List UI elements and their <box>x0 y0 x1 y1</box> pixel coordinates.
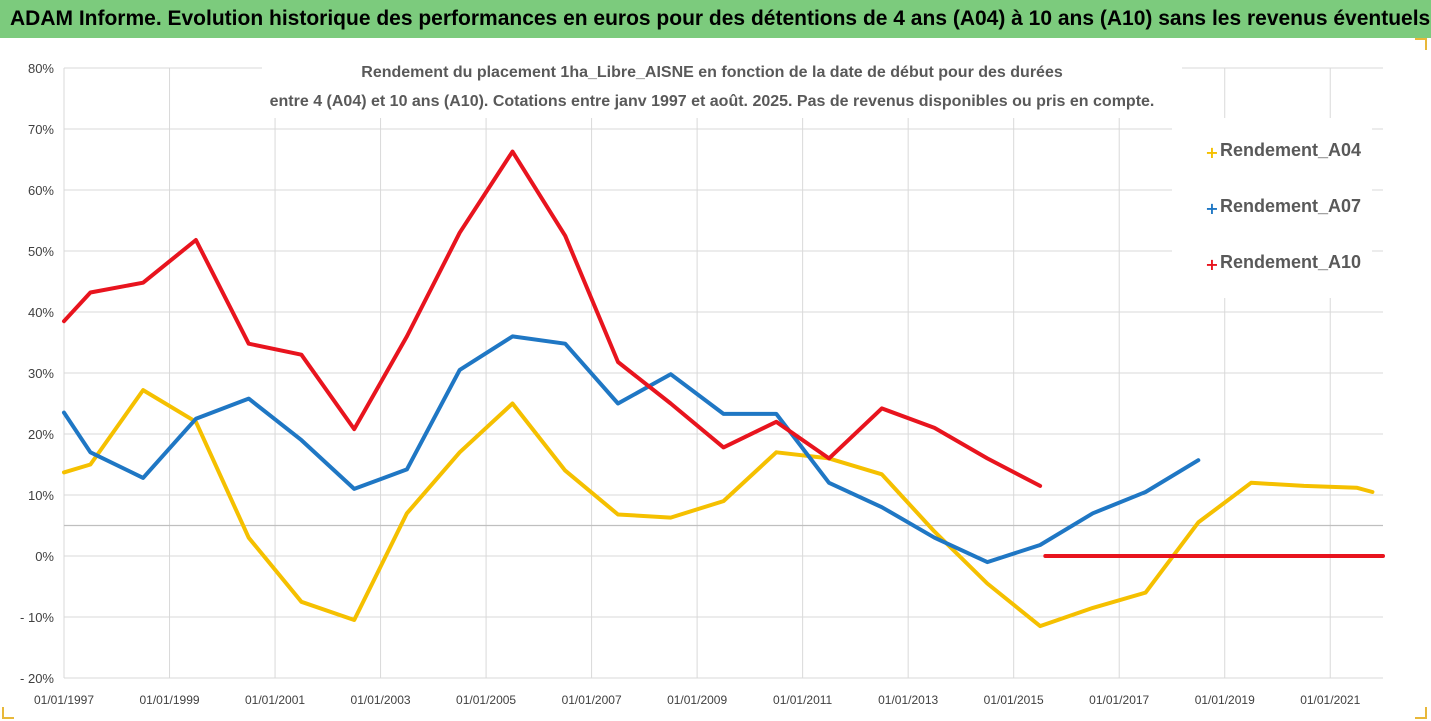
x-tick-label: 01/01/2015 <box>984 693 1044 707</box>
x-tick-label: 01/01/2019 <box>1195 693 1255 707</box>
x-tick-label: 01/01/2009 <box>667 693 727 707</box>
x-tick-label: 01/01/2001 <box>245 693 305 707</box>
legend-entry: Rendement_A04 <box>1220 140 1361 160</box>
corner-bracket-top-right <box>1415 38 1427 50</box>
legend-marker: + <box>1205 199 1218 218</box>
y-tick-label: 40% <box>28 305 54 320</box>
corner-bracket-bottom-left <box>2 707 14 719</box>
x-tick-label: 01/01/2007 <box>562 693 622 707</box>
chart-legend: + Rendement_A04+ Rendement_A07+ Rendement_A… <box>1172 118 1372 298</box>
legend-marker: + <box>1205 255 1218 274</box>
x-tick-label: 01/01/2017 <box>1089 693 1149 707</box>
x-tick-label: 01/01/2021 <box>1300 693 1360 707</box>
x-tick-label: 01/01/1999 <box>139 693 199 707</box>
y-tick-label: - 10% <box>20 610 54 625</box>
y-tick-label: 50% <box>28 244 54 259</box>
y-tick-label: 30% <box>28 366 54 381</box>
x-tick-label: 01/01/2013 <box>878 693 938 707</box>
chart-title-line-1: Rendement du placement 1ha_Libre_AISNE e… <box>361 64 1063 81</box>
corner-bracket-bottom-right <box>1415 707 1427 719</box>
x-tick-label: 01/01/2003 <box>351 693 411 707</box>
x-tick-label: 01/01/2005 <box>456 693 516 707</box>
series-line-rendement-a10 <box>62 149 1043 488</box>
series-line-rendement-a04 <box>62 388 1375 629</box>
performance-line-chart: - 20% - 10% 0% 10% 20% 30% 40% 50% 60% 70% 80% 01/0… <box>20 56 1385 707</box>
y-tick-label: 10% <box>28 488 54 503</box>
y-tick-label: - 20% <box>20 671 54 686</box>
chart-title-line-2: entre 4 (A04) et 10 ans (A10). Cotations… <box>270 93 1155 110</box>
x-tick-label: 01/01/1997 <box>34 693 94 707</box>
y-tick-label: 60% <box>28 183 54 198</box>
legend-entry: Rendement_A07 <box>1220 196 1361 216</box>
legend-entry: Rendement_A10 <box>1220 252 1361 272</box>
y-tick-label: 0% <box>35 549 54 564</box>
series-line-rendement-a07 <box>62 334 1201 565</box>
report-banner-title: ADAM Informe. Evolution historique des p… <box>0 0 1431 38</box>
chart-axis-labels: - 20% - 10% 0% 10% 20% 30% 40% 50% 60% 70% 80% 01/0… <box>20 61 1361 707</box>
chart-title-background <box>262 56 1182 118</box>
y-tick-label: 80% <box>28 61 54 76</box>
legend-background <box>1172 118 1372 298</box>
y-tick-label: 70% <box>28 122 54 137</box>
x-tick-label: 01/01/2011 <box>773 693 832 707</box>
chart-series-lines <box>62 149 1385 629</box>
y-tick-label: 20% <box>28 427 54 442</box>
legend-marker: + <box>1205 143 1218 162</box>
